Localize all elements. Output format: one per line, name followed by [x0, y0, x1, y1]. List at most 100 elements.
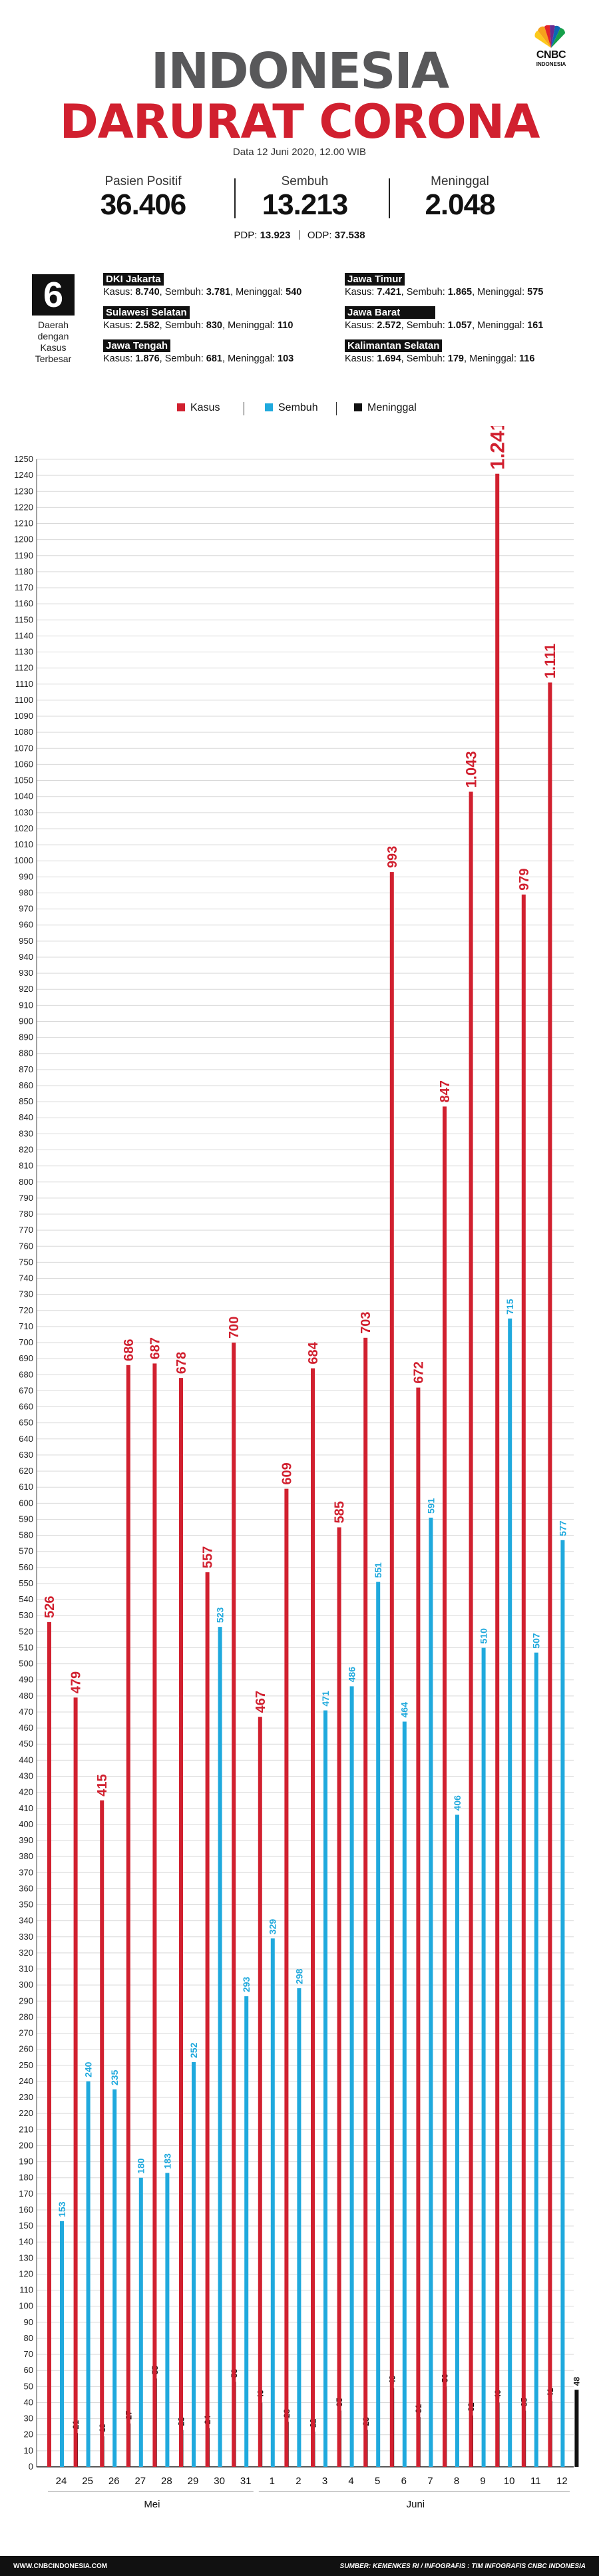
y-tick-label: 490	[19, 1675, 33, 1685]
y-tick-label: 630	[19, 1450, 33, 1460]
bar-value-label: 486	[347, 1667, 357, 1683]
daily-cases-bar-chart: 0102030405060708090100110120130140150160…	[14, 426, 582, 2510]
pdp-separator	[298, 230, 300, 240]
bar-sembuh	[138, 2177, 143, 2467]
y-tick-label: 1150	[15, 614, 33, 624]
odp-value: 37.538	[334, 230, 365, 241]
bar-kasus	[443, 1106, 447, 2467]
x-tick-label: 9	[480, 2475, 485, 2487]
y-tick-label: 480	[19, 1691, 33, 1701]
bar-kasus	[205, 1572, 210, 2467]
region-count-badge: 6	[32, 274, 75, 316]
bar-value-label: 252	[188, 2042, 199, 2058]
bar-value-label: 298	[294, 1968, 304, 1984]
y-tick-label: 120	[19, 2268, 33, 2278]
y-tick-label: 860	[19, 1080, 33, 1090]
y-tick-label: 900	[19, 1016, 33, 1026]
y-tick-label: 780	[19, 1209, 33, 1219]
y-tick-label: 1210	[14, 519, 33, 529]
pdp-label: PDP:	[234, 230, 258, 241]
y-tick-label: 820	[19, 1145, 33, 1155]
y-tick-label: 870	[19, 1064, 33, 1074]
y-tick-label: 1020	[14, 823, 33, 833]
region-stat-value: 161	[527, 320, 544, 331]
bar-kasus	[100, 1800, 104, 2467]
region-stat-value: 179	[447, 353, 464, 364]
y-tick-label: 1000	[14, 855, 33, 865]
bar-value-label: 715	[504, 1299, 515, 1315]
y-tick-label: 320	[19, 1948, 33, 1958]
stat-label: Pasien Positif	[104, 174, 182, 188]
region-stats: Kasus: 7.421, Sembuh: 1.865, Meninggal: …	[345, 287, 544, 298]
caption-line: dengan	[37, 331, 69, 341]
y-tick-label: 1220	[14, 502, 33, 512]
y-tick-label: 520	[19, 1626, 33, 1636]
y-tick-label: 290	[19, 1996, 33, 2006]
legend-label: Meninggal	[367, 402, 417, 413]
region-caption: Daerah dengan Kasus Terbesar	[27, 320, 80, 365]
bar-value-label: 235	[109, 2069, 120, 2085]
x-tick-label: 6	[401, 2475, 407, 2487]
y-tick-label: 1140	[15, 630, 33, 640]
y-tick-label: 1030	[14, 807, 33, 817]
bar-value-label: 585	[333, 1501, 347, 1523]
y-tick-label: 160	[19, 2205, 33, 2215]
x-tick-label: 25	[82, 2475, 93, 2487]
y-tick-label: 540	[19, 1594, 33, 1604]
region-stat-value: 1.865	[447, 287, 473, 298]
stat-positif: Pasien Positif 36.406	[67, 174, 220, 221]
y-tick-label: 690	[19, 1353, 33, 1363]
y-tick-label: 850	[19, 1096, 33, 1106]
y-tick-label: 1040	[14, 791, 33, 801]
bar-value-label: 183	[162, 2153, 172, 2169]
bar-sembuh	[429, 1518, 433, 2467]
region-stat-value: 116	[519, 353, 535, 364]
y-tick-label: 550	[19, 1578, 33, 1588]
y-tick-label: 920	[19, 984, 33, 994]
y-tick-label: 420	[19, 1787, 33, 1797]
bar-value-label: 1.111	[542, 644, 558, 679]
region-stat-value: 575	[527, 287, 544, 298]
region-stat-value: 1.876	[135, 353, 160, 364]
y-tick-label: 740	[19, 1273, 33, 1283]
y-tick-label: 0	[29, 2462, 33, 2471]
y-tick-label: 90	[24, 2317, 33, 2327]
y-tick-label: 640	[19, 1434, 33, 1444]
stat-divider	[389, 178, 390, 218]
y-tick-label: 1060	[14, 759, 33, 769]
y-tick-label: 110	[19, 2285, 33, 2295]
chart-legend: Kasus Sembuh Meninggal	[0, 402, 599, 415]
bar-value-label: 700	[227, 1317, 242, 1339]
y-tick-label: 1190	[15, 550, 33, 560]
y-tick-label: 40	[24, 2397, 33, 2407]
bar-kasus	[495, 473, 500, 2467]
y-tick-label: 170	[19, 2189, 33, 2199]
y-tick-label: 880	[19, 1048, 33, 1058]
region-item: Jawa Timur Kasus: 7.421, Sembuh: 1.865, M…	[345, 273, 578, 298]
region-stat-value: 681	[206, 353, 222, 364]
bar-sembuh	[60, 2221, 64, 2467]
region-stats: Kasus: 2.572, Sembuh: 1.057, Meninggal: …	[345, 320, 544, 331]
region-name: Jawa Tengah	[103, 339, 171, 352]
logo-brand: CNBC	[536, 49, 566, 61]
bar-value-label: 993	[385, 846, 400, 868]
y-tick-label: 770	[19, 1225, 33, 1235]
x-tick-label: 5	[375, 2475, 380, 2487]
y-tick-label: 80	[24, 2333, 33, 2343]
y-tick-label: 560	[19, 1562, 33, 1572]
region-stat-value: 8.740	[135, 287, 160, 298]
stat-divider	[234, 178, 236, 218]
y-tick-label: 890	[19, 1032, 33, 1042]
region-stat-value: 1.694	[377, 353, 401, 364]
bar-kasus	[152, 1363, 157, 2467]
region-stats: Kasus: 2.582, Sembuh: 830, Meninggal: 11…	[103, 320, 294, 331]
y-tick-label: 440	[19, 1755, 33, 1765]
legend-label: Kasus	[190, 402, 220, 413]
region-name: Jawa Timur	[345, 273, 405, 286]
region-stats: Kasus: 1.876, Sembuh: 681, Meninggal: 10…	[103, 353, 294, 364]
y-tick-label: 20	[24, 2430, 33, 2440]
bar-kasus	[416, 1387, 421, 2467]
y-tick-label: 350	[19, 1900, 33, 1910]
region-item: Jawa Barat Kasus: 2.572, Sembuh: 1.057, M…	[345, 306, 578, 331]
y-tick-label: 760	[19, 1241, 33, 1251]
